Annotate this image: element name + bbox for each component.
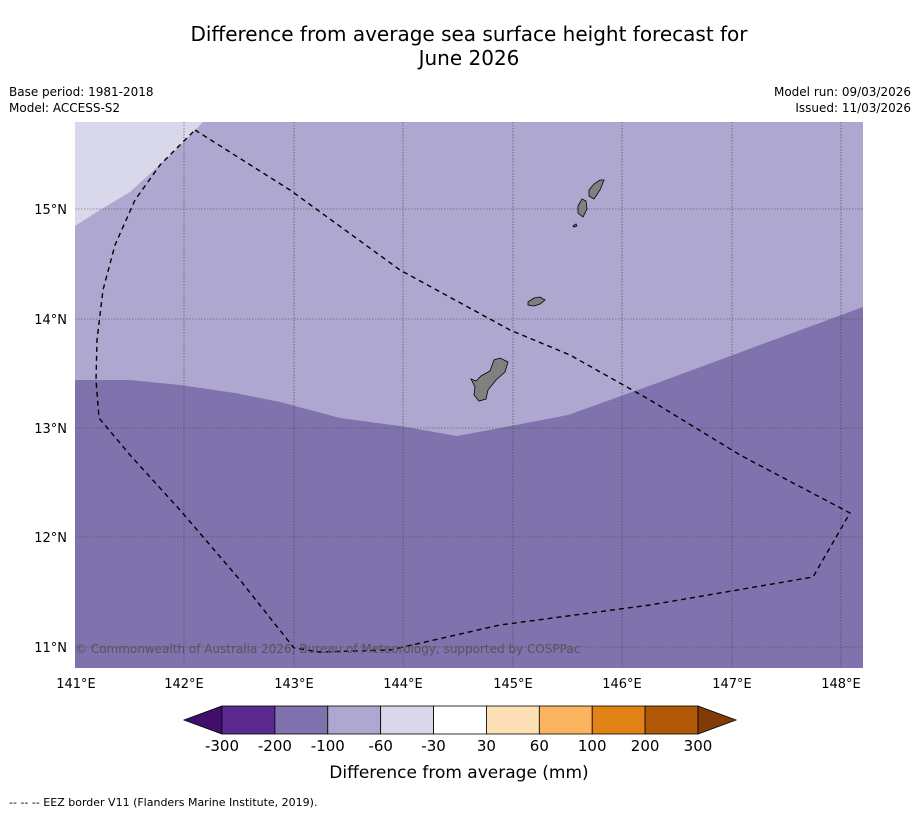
lon-label: 147°E	[712, 677, 752, 692]
colorbar-tick-label: 100	[578, 737, 607, 755]
colorbar-tick-label: 300	[684, 737, 713, 755]
colorbar-tick-label: -200	[258, 737, 292, 755]
colorbar-segment	[644, 705, 699, 735]
eez-border	[95, 129, 851, 653]
colorbar-tick-label: 30	[477, 737, 496, 755]
lon-label: 141°E	[56, 677, 96, 692]
colorbar-tick-label: -100	[311, 737, 345, 755]
colorbar-extend-high	[697, 705, 738, 735]
meta-left: Base period: 1981-2018 Model: ACCESS-S2	[9, 84, 154, 116]
title-line-1: Difference from average sea surface heig…	[190, 22, 748, 46]
colorbar-segment	[591, 705, 646, 735]
lat-axis: 15°N 14°N 13°N 12°N 11°N	[34, 203, 67, 656]
title-line-2: June 2026	[418, 46, 520, 70]
anomaly-band-minus-60-30	[75, 122, 203, 226]
meta-right: Model run: 09/03/2026 Issued: 11/03/2026	[774, 84, 911, 116]
map-title: Difference from average sea surface heig…	[75, 22, 863, 70]
colorbar-segment	[274, 705, 329, 735]
island-guam	[470, 357, 509, 402]
lon-axis: 141°E 142°E 143°E 144°E 145°E 146°E 147°…	[56, 677, 861, 692]
lat-label: 15°N	[34, 203, 67, 218]
colorbar-segment	[221, 705, 276, 735]
colorbar-segment	[486, 705, 540, 735]
copyright-text: © Commonwealth of Australia 2026, Bureau…	[75, 642, 580, 656]
island-tinian	[577, 198, 588, 218]
anomaly-band-minus-100-60	[75, 122, 863, 436]
lon-label: 148°E	[821, 677, 861, 692]
lon-label: 146°E	[602, 677, 642, 692]
colorbar-tick-label: -300	[205, 737, 239, 755]
base-period: Base period: 1981-2018	[9, 85, 154, 99]
colorbar-ticks: -300 -200 -100 -60 -30 30 60 100 200 300	[205, 737, 712, 755]
model-name: Model: ACCESS-S2	[9, 101, 121, 115]
colorbar-tick-label: -30	[421, 737, 446, 755]
lat-label: 14°N	[34, 313, 67, 328]
lat-label: 12°N	[34, 531, 67, 546]
lon-label: 145°E	[493, 677, 533, 692]
map-area: © Commonwealth of Australia 2026, Bureau…	[75, 122, 863, 668]
colorbar-segment	[433, 705, 487, 735]
colorbar-title: Difference from average (mm)	[329, 763, 588, 783]
island-aguijan	[572, 223, 578, 228]
lon-label: 144°E	[383, 677, 423, 692]
colorbar-segment	[538, 705, 593, 735]
eez-legend: -- -- -- EEZ border V11 (Flanders Marine…	[9, 796, 318, 809]
island-rota	[527, 296, 546, 307]
lon-label: 143°E	[274, 677, 314, 692]
model-run: Model run: 09/03/2026	[773, 85, 911, 99]
colorbar-segment	[327, 705, 382, 735]
colorbar-extend-low	[182, 705, 223, 735]
lat-label: 13°N	[34, 422, 67, 437]
colorbar-tick-label: -60	[368, 737, 393, 755]
islands	[470, 179, 605, 402]
colorbar	[182, 705, 738, 735]
issued-date: Issued: 11/03/2026	[795, 101, 911, 115]
colorbar-tick-label: 200	[631, 737, 660, 755]
island-saipan	[588, 179, 605, 200]
graticule	[75, 122, 863, 668]
lon-label: 142°E	[164, 677, 204, 692]
colorbar-tick-label: 60	[530, 737, 549, 755]
colorbar-segment	[380, 705, 434, 735]
lat-label: 11°N	[34, 641, 67, 656]
